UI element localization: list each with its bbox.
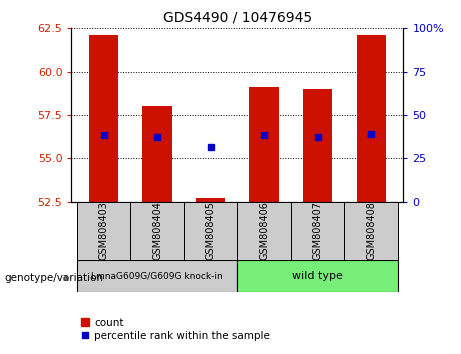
Bar: [142, 106, 172, 202]
Text: GSM808405: GSM808405: [206, 201, 216, 261]
Bar: [356, 35, 386, 202]
Legend: count, percentile rank within the sample: count, percentile rank within the sample: [77, 314, 274, 345]
Bar: [291, 202, 344, 260]
Bar: [89, 35, 118, 202]
Text: genotype/variation: genotype/variation: [5, 273, 104, 283]
Text: LmnaG609G/G609G knock-in: LmnaG609G/G609G knock-in: [91, 272, 223, 281]
Text: GSM808404: GSM808404: [152, 201, 162, 261]
Title: GDS4490 / 10476945: GDS4490 / 10476945: [163, 10, 312, 24]
Bar: [77, 260, 237, 292]
Text: GSM808407: GSM808407: [313, 201, 323, 261]
Bar: [237, 202, 291, 260]
Text: wild type: wild type: [292, 271, 343, 281]
Text: GSM808406: GSM808406: [259, 201, 269, 261]
Bar: [196, 198, 225, 202]
Bar: [237, 260, 398, 292]
Text: GSM808403: GSM808403: [99, 201, 109, 261]
Bar: [344, 202, 398, 260]
Bar: [184, 202, 237, 260]
Bar: [249, 87, 279, 202]
Bar: [130, 202, 184, 260]
Text: GSM808408: GSM808408: [366, 201, 376, 261]
Bar: [303, 89, 332, 202]
Bar: [77, 202, 130, 260]
